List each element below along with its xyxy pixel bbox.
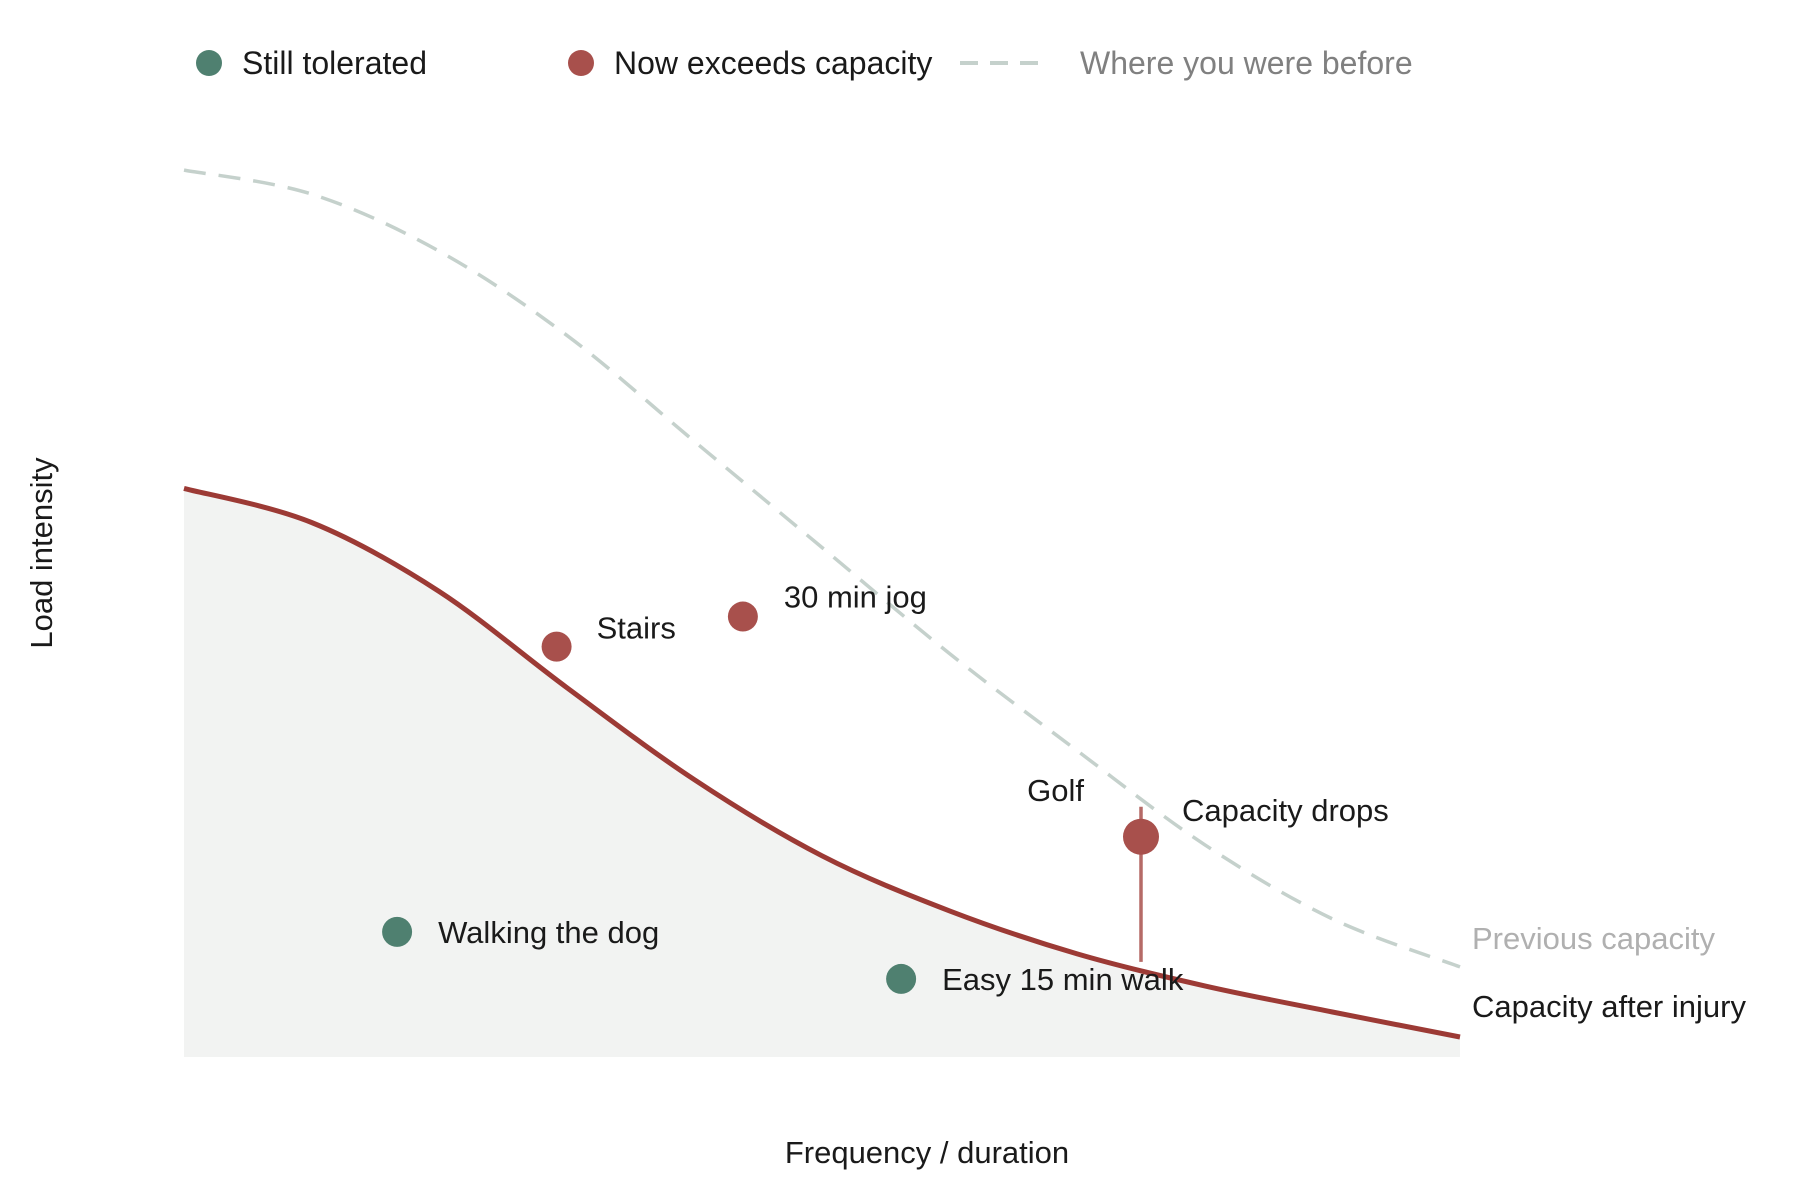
capacity-after-injury-curve xyxy=(183,485,1461,1040)
legend-previous-label: Where you were before xyxy=(1080,45,1413,81)
y-axis-label: Load intensity xyxy=(24,457,59,649)
activity-point-golf xyxy=(1123,818,1159,855)
previous-capacity-label: Previous capacity xyxy=(1472,921,1715,956)
activity-point-walking-the-dog xyxy=(382,916,413,947)
legend: Still tolerated Now exceeds capacity Whe… xyxy=(196,45,1413,81)
tolerated-region xyxy=(184,488,1460,1057)
activity-label-stairs: Stairs xyxy=(597,611,676,646)
legend-exceeds-marker xyxy=(568,50,594,76)
activity-point-30-min-jog xyxy=(727,601,758,632)
legend-tolerated-label: Still tolerated xyxy=(242,45,427,81)
capacity-after-injury-label: Capacity after injury xyxy=(1472,989,1746,1024)
activity-point-stairs xyxy=(541,631,572,662)
activity-label-30-min-jog: 30 min jog xyxy=(784,580,927,615)
activity-points: Walking the dog Easy 15 min walk Stairs 30 … xyxy=(382,580,1184,997)
activity-label-walking-the-dog: Walking the dog xyxy=(438,915,659,950)
activity-point-easy-15-min-walk xyxy=(886,963,917,994)
x-axis-label: Frequency / duration xyxy=(785,1135,1069,1170)
activity-label-easy-15-min-walk: Easy 15 min walk xyxy=(942,962,1184,997)
previous-capacity-curve xyxy=(183,168,1461,969)
legend-exceeds-label: Now exceeds capacity xyxy=(614,45,932,81)
legend-tolerated-marker xyxy=(196,50,222,76)
capacity-drops-annotation: Capacity drops xyxy=(1182,793,1389,828)
activity-label-golf: Golf xyxy=(1027,773,1084,808)
